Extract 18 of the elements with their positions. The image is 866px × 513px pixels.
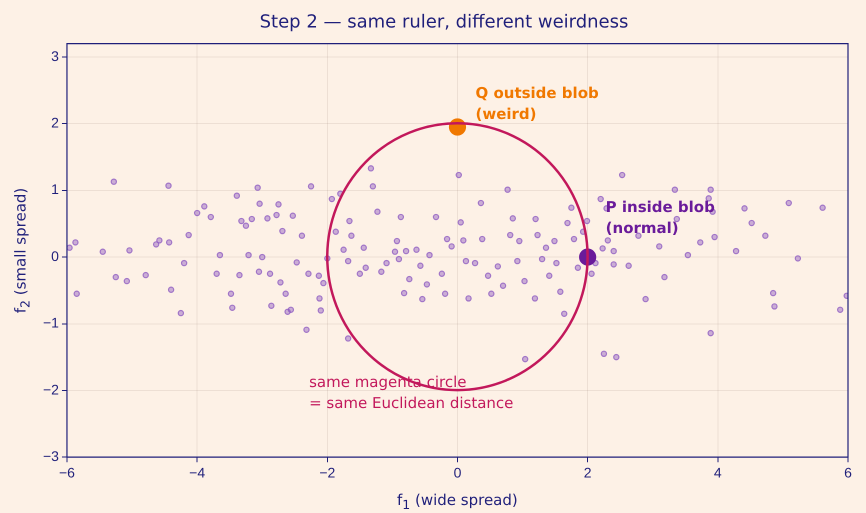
- x-tick-label: −2: [319, 464, 336, 480]
- y-tick-label: 3: [51, 48, 60, 64]
- annotation: P inside blob (normal): [606, 198, 716, 238]
- y-tick-label: 1: [51, 181, 60, 198]
- x-axis-title: f$_{1}$ (wide spread): [396, 491, 518, 512]
- annotation: Q outside blob (weird): [475, 84, 599, 123]
- x-tick-label: 0: [454, 464, 462, 480]
- x-tick-label: 4: [714, 464, 722, 480]
- y-tick-label: 0: [51, 248, 60, 264]
- x-tick-label: −6: [58, 464, 76, 480]
- y-tick-label: −1: [42, 314, 60, 331]
- x-tick-label: −4: [189, 464, 206, 480]
- x-tick-label: 6: [844, 464, 852, 480]
- chart-title: Step 2 — same ruler, different weirdness: [260, 11, 628, 32]
- y-tick-label: 2: [51, 114, 60, 131]
- y-tick-label: −3: [42, 448, 60, 464]
- x-tick-label: 2: [584, 464, 592, 480]
- y-tick-label: −2: [42, 381, 60, 398]
